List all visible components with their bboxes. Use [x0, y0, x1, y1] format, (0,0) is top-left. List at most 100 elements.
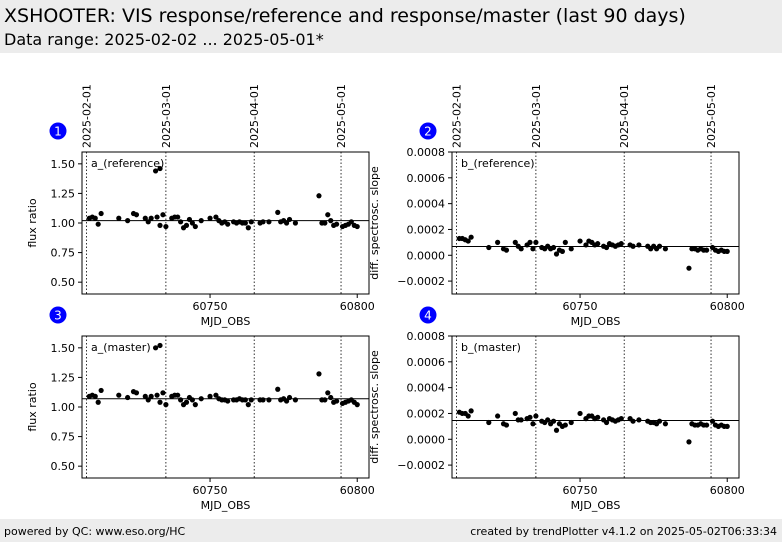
data-point	[577, 410, 583, 417]
data-point	[316, 371, 322, 377]
data-point	[178, 219, 184, 225]
data-point	[266, 219, 272, 225]
x-tick-label: 60750	[193, 484, 228, 497]
page-footer: powered by QC: www.eso.org/HC created by…	[0, 519, 782, 542]
data-point	[245, 402, 251, 408]
x-tick-label: 60800	[710, 300, 745, 313]
data-point	[724, 423, 730, 429]
y-tick-label: 1.50	[51, 342, 76, 355]
data-point	[142, 393, 148, 399]
data-point	[512, 239, 518, 245]
data-point	[325, 212, 331, 218]
data-point	[198, 218, 204, 224]
date-marker-label: 2025-05-01	[705, 84, 718, 148]
x-tick-label: 60750	[563, 300, 598, 313]
x-axis-label: MJD_OBS	[571, 499, 621, 512]
date-marker-label: 2025-03-01	[530, 84, 543, 148]
data-point	[266, 397, 272, 403]
y-tick-label: 0.0004	[407, 198, 446, 211]
data-point	[530, 246, 536, 252]
data-point	[468, 408, 474, 414]
data-point	[183, 222, 190, 228]
data-point	[145, 397, 151, 403]
data-point	[213, 392, 219, 398]
y-tick-label: 0.0004	[407, 382, 446, 395]
y-tick-label: 1.00	[51, 401, 76, 414]
data-point	[142, 215, 148, 221]
chart-panel-4: −0.0002 0.0000 0.0002 0.0004 0.0006 0.0008 607…	[368, 306, 745, 512]
x-tick-label: 60800	[340, 300, 375, 313]
y-tick-label: −0.0002	[397, 459, 445, 472]
data-point	[662, 246, 669, 252]
x-axis-label: MJD_OBS	[201, 315, 251, 328]
data-range-subtitle: Data range: 2025-02-02 ... 2025-05-01*	[4, 30, 324, 49]
data-point	[328, 218, 334, 224]
panel-number-label: 4	[424, 309, 432, 323]
data-point	[630, 418, 636, 424]
data-point	[348, 219, 354, 225]
panel-number-badge	[419, 122, 437, 140]
data-point	[154, 392, 160, 398]
data-point	[186, 216, 193, 223]
data-point	[260, 219, 266, 225]
data-point	[354, 223, 360, 230]
chart-panel-1: 2025-02-01 2025-03-01 2025-04-01 2025-05-01…	[26, 84, 375, 328]
data-point	[178, 397, 184, 403]
y-tick-label: 0.0008	[407, 330, 446, 343]
y-tick-label: 0.0000	[407, 249, 446, 262]
data-point	[189, 220, 195, 226]
page-header: XSHOOTER: VIS response/reference and res…	[0, 0, 782, 53]
plot-frame	[81, 335, 370, 479]
data-point	[163, 223, 169, 230]
data-point	[292, 220, 299, 226]
data-point	[527, 239, 533, 245]
data-point	[133, 390, 140, 396]
data-point	[603, 419, 610, 426]
data-point	[550, 418, 557, 424]
data-point	[724, 248, 730, 254]
data-point	[92, 393, 98, 399]
panel-number-label: 2	[424, 125, 432, 139]
data-point	[630, 243, 636, 249]
data-point	[518, 246, 524, 252]
y-tick-label: 0.0000	[407, 433, 446, 446]
y-tick-label: 0.0006	[407, 172, 446, 185]
data-point	[175, 392, 181, 398]
data-point	[163, 402, 169, 408]
series-label: b_(reference)	[461, 157, 535, 170]
y-tick-label: 1.25	[51, 187, 76, 200]
data-point	[503, 422, 510, 428]
data-point	[152, 345, 159, 351]
series-label: a_(reference)	[91, 157, 164, 170]
data-point	[160, 390, 166, 396]
data-point	[545, 417, 551, 423]
date-marker-label: 2025-04-01	[248, 84, 261, 148]
data-point	[322, 220, 328, 226]
data-point	[125, 394, 131, 401]
data-point	[553, 427, 560, 433]
data-point	[704, 247, 710, 253]
data-point	[486, 244, 492, 251]
data-point	[636, 417, 642, 423]
data-point	[530, 421, 536, 427]
data-point	[527, 414, 533, 420]
data-point	[486, 419, 492, 426]
data-point	[495, 239, 501, 245]
data-point	[286, 216, 293, 223]
data-point	[553, 251, 560, 257]
data-point	[98, 387, 104, 394]
panel-number-badge	[49, 122, 67, 140]
date-marker-label: 2025-02-01	[80, 84, 93, 148]
data-point	[322, 397, 328, 403]
date-marker-label: 2025-05-01	[335, 84, 348, 148]
data-point	[656, 243, 663, 249]
data-point	[292, 397, 299, 403]
footer-created-by: created by trendPlotter v4.1.2 on 2025-0…	[470, 525, 777, 538]
data-point	[207, 393, 213, 399]
data-point	[213, 214, 219, 220]
data-point	[286, 394, 293, 401]
data-point	[709, 418, 716, 424]
data-point	[275, 386, 281, 392]
data-point	[550, 244, 557, 251]
y-tick-label: 1.50	[51, 158, 76, 171]
